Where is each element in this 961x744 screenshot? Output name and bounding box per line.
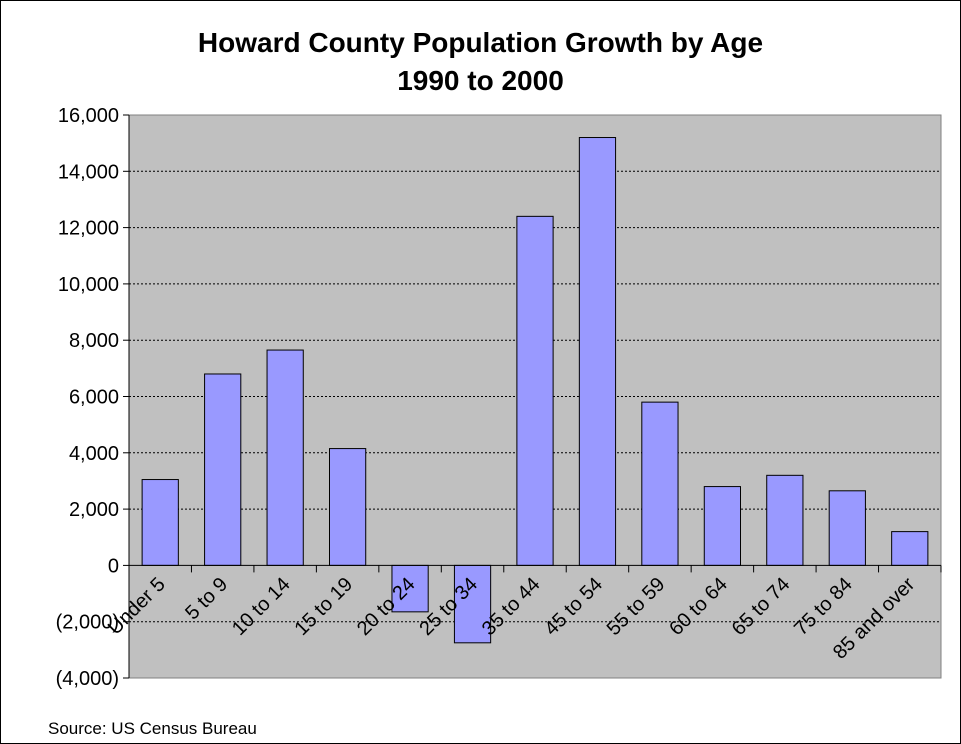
bar bbox=[578, 137, 617, 566]
y-tick-label: 10,000 bbox=[58, 274, 119, 296]
bar bbox=[516, 215, 554, 566]
y-tick-label: 0 bbox=[108, 555, 119, 577]
y-tick-label: 6,000 bbox=[69, 387, 119, 409]
chart-subtitle: 1990 to 2000 bbox=[397, 65, 564, 96]
bar bbox=[766, 474, 804, 566]
y-tick-label: 4,000 bbox=[69, 443, 119, 465]
bar bbox=[329, 448, 367, 566]
bar bbox=[703, 486, 741, 566]
y-tick-label: (2,000) bbox=[56, 612, 119, 634]
bar bbox=[828, 490, 866, 566]
bar bbox=[453, 564, 492, 644]
bar bbox=[641, 401, 679, 566]
y-tick-label: 14,000 bbox=[58, 161, 119, 183]
bar bbox=[391, 564, 429, 613]
bar bbox=[266, 349, 304, 566]
bar bbox=[891, 531, 929, 566]
bar bbox=[141, 479, 179, 566]
y-tick-label: 8,000 bbox=[69, 330, 119, 352]
y-tick-label: 2,000 bbox=[69, 499, 119, 521]
y-tick-label: 12,000 bbox=[58, 218, 119, 240]
chart-title: Howard County Population Growth by Age bbox=[197, 27, 764, 58]
source-note: Source: US Census Bureau bbox=[48, 719, 257, 738]
y-tick-label: 16,000 bbox=[58, 105, 119, 127]
y-tick-label: (4,000) bbox=[56, 668, 119, 690]
bar bbox=[204, 373, 242, 566]
